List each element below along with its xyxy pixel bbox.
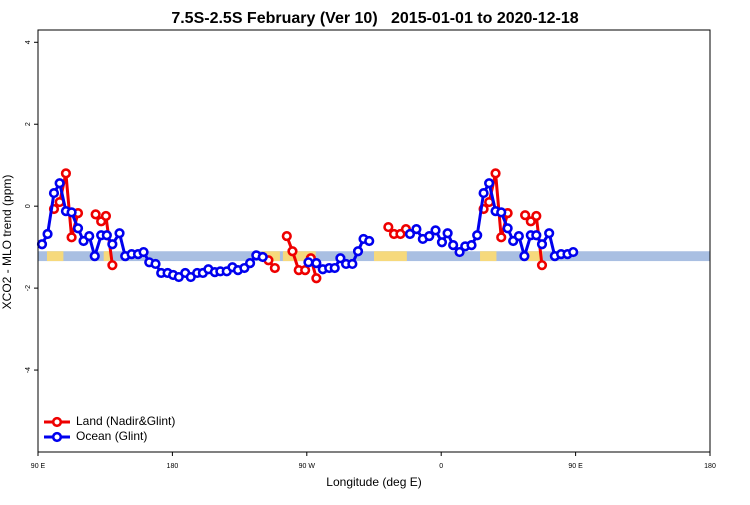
x-tick-label: 90 W	[299, 463, 316, 470]
land-band	[103, 251, 112, 262]
data-point	[311, 258, 322, 269]
data-point	[472, 230, 483, 241]
data-point	[335, 253, 346, 264]
x-tick-label: 180	[167, 463, 179, 470]
data-point	[520, 210, 531, 221]
data-point	[150, 258, 161, 270]
data-point	[303, 257, 314, 268]
data-point	[352, 246, 364, 257]
data-point	[311, 273, 322, 284]
data-point	[536, 260, 548, 271]
y-tick-label: 4	[25, 40, 32, 44]
data-point	[66, 207, 77, 218]
data-point	[36, 239, 48, 250]
data-point	[496, 232, 507, 243]
data-point	[383, 221, 394, 233]
legend-marker	[51, 416, 63, 428]
data-point	[424, 230, 435, 242]
data-point	[100, 210, 112, 222]
data-point	[430, 225, 441, 236]
data-point	[107, 239, 118, 250]
x-tick-label: 180	[704, 463, 716, 470]
legend-label: Land (Nadir&Glint)	[76, 414, 175, 428]
data-point	[513, 230, 524, 242]
data-point	[90, 209, 101, 220]
data-point	[490, 168, 501, 179]
y-axis-label: XCO2 - MLO trend (ppm)	[0, 175, 14, 310]
data-point	[66, 232, 77, 243]
data-point	[244, 258, 256, 269]
data-point	[287, 246, 298, 257]
data-point	[42, 228, 53, 240]
data-point	[114, 228, 125, 239]
x-tick-label: 0	[439, 463, 443, 470]
data-point	[544, 228, 555, 239]
data-point	[496, 207, 507, 218]
land-band	[282, 251, 316, 262]
legend: Land (Nadir&Glint)Ocean (Glint)	[44, 414, 175, 443]
land-band	[374, 251, 407, 262]
data-point	[536, 239, 548, 250]
data-point	[329, 262, 340, 274]
data-point	[54, 178, 65, 189]
chart-title: 7.5S-2.5S February (Ver 10) 2015-01-01 t…	[171, 10, 578, 27]
data-point	[519, 251, 530, 262]
land-band	[527, 251, 543, 262]
legend-label: Ocean (Glint)	[76, 429, 147, 443]
data-point	[107, 260, 118, 271]
land-band	[46, 251, 64, 262]
data-point	[364, 235, 375, 247]
data-point	[568, 246, 579, 258]
data-point	[138, 246, 149, 258]
data-point	[101, 230, 112, 241]
data-point	[454, 246, 465, 258]
x-axis-label: Longitude (deg E)	[326, 475, 421, 489]
y-tick-label: 2	[25, 122, 32, 126]
data-point	[478, 187, 489, 199]
data-point	[436, 237, 448, 248]
data-point	[72, 223, 84, 234]
data-point	[484, 178, 495, 189]
land-band	[480, 251, 497, 262]
data-point	[300, 264, 311, 276]
data-point	[411, 224, 422, 235]
data-point	[347, 258, 358, 270]
x-tick-label: 90 E	[568, 463, 583, 470]
data-point	[257, 251, 268, 263]
legend-marker	[51, 431, 63, 443]
data-point	[448, 239, 459, 251]
plot-frame	[37, 29, 711, 453]
y-tick-label: 0	[25, 204, 32, 208]
data-point	[442, 228, 453, 239]
data-point	[84, 230, 95, 242]
data-point	[531, 210, 542, 222]
y-tick-label: -2	[25, 285, 32, 291]
data-point	[466, 239, 477, 251]
data-point	[404, 228, 416, 240]
data-point	[89, 251, 100, 262]
data-point	[281, 230, 292, 242]
x-tick-label: 90 E	[31, 463, 46, 470]
data-point	[269, 262, 280, 274]
data-point	[502, 223, 513, 234]
data-point	[60, 168, 72, 179]
series-line	[52, 171, 544, 279]
data-point	[531, 230, 542, 241]
data-point	[48, 187, 60, 199]
y-tick-label: -4	[25, 367, 32, 373]
